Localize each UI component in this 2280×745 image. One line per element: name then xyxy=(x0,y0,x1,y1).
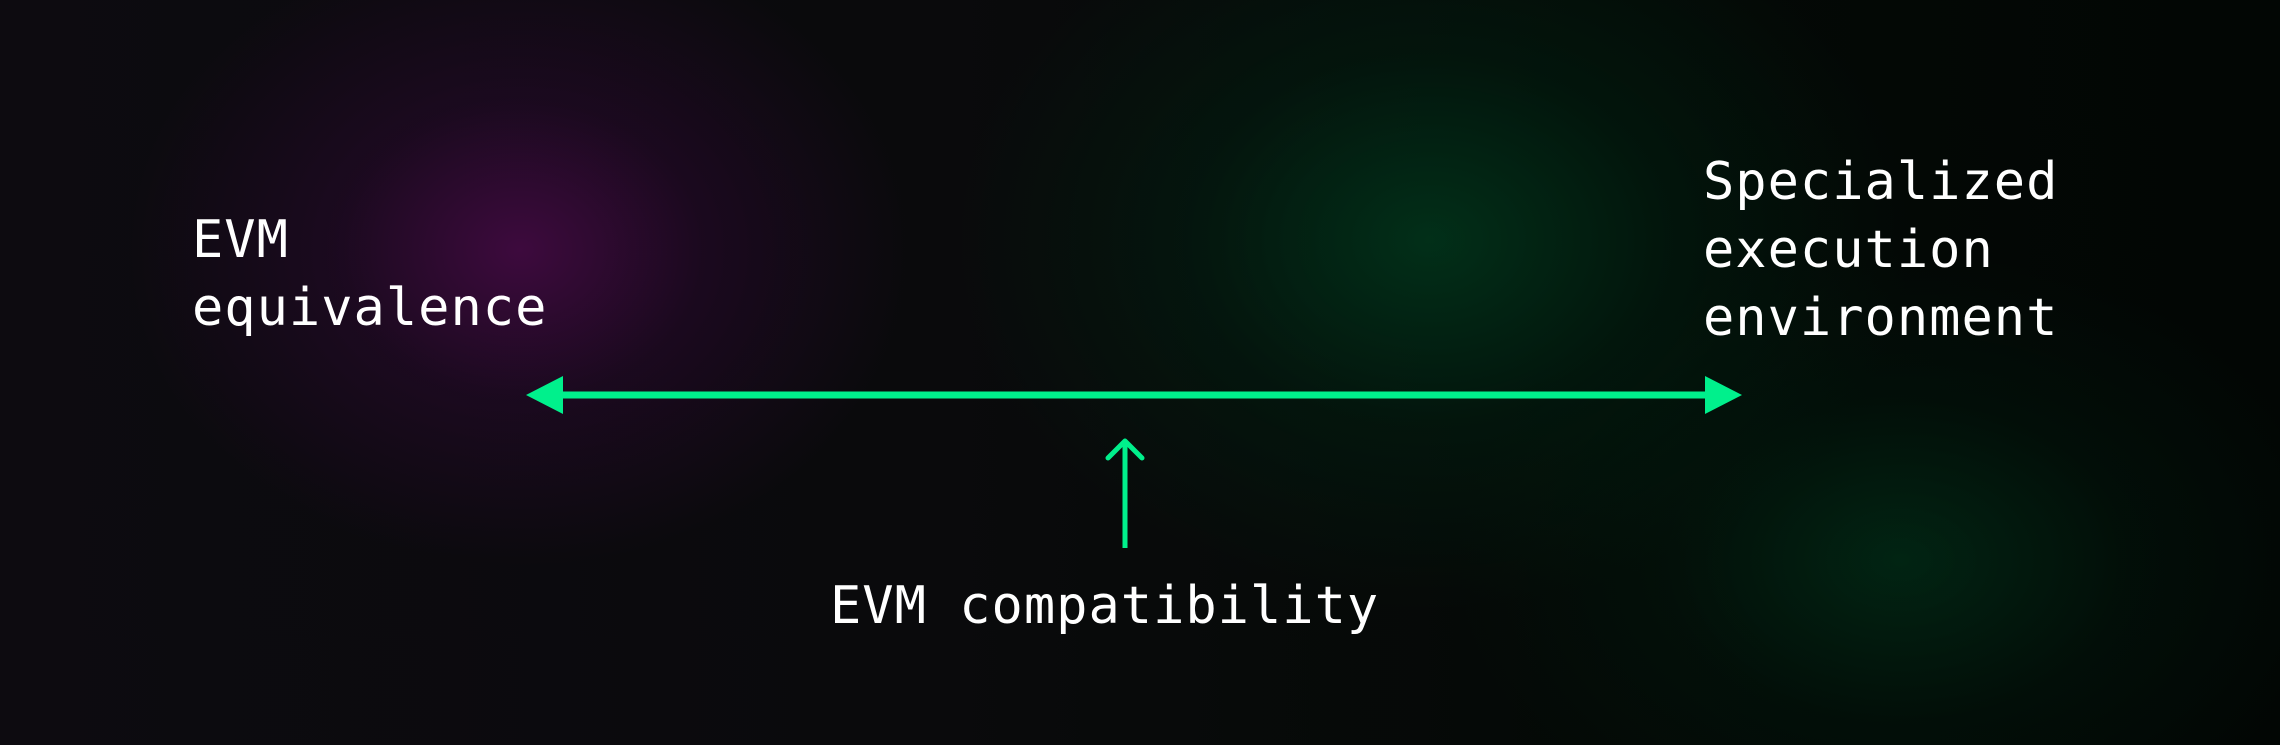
double-headed-arrow-icon xyxy=(526,376,1742,414)
evm-compatibility-label: EVM compatibility xyxy=(830,576,1380,636)
pointer-head xyxy=(1105,438,1145,461)
left-label-line-2: equivalence xyxy=(192,278,548,338)
right-arrowhead xyxy=(1705,376,1742,414)
right-label-line-1: Specialized xyxy=(1703,152,2059,212)
specialized-environment-label: Specialized execution environment xyxy=(1703,148,2058,352)
evm-equivalence-label: EVM equivalence xyxy=(192,206,547,342)
up-arrow-icon xyxy=(1105,438,1145,548)
left-arrowhead xyxy=(526,376,563,414)
right-label-line-2: execution xyxy=(1703,220,1994,280)
left-label-line-1: EVM xyxy=(192,210,289,270)
right-label-line-3: environment xyxy=(1703,288,2059,348)
